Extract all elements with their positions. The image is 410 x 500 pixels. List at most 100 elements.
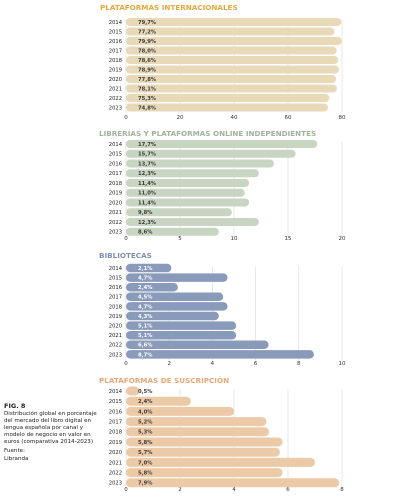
category-label: 2015: [109, 276, 122, 282]
category-label: 2023: [109, 230, 122, 236]
category-label: 2016: [109, 409, 122, 415]
category-label: 2020: [109, 200, 122, 206]
bar: [126, 447, 280, 457]
category-label: 2022: [109, 343, 122, 349]
data-label: 5,3%: [138, 430, 153, 436]
bar: [126, 350, 314, 359]
chart-title: PLATAFORMAS INTERNACIONALES: [100, 3, 238, 12]
category-label: 2016: [109, 161, 122, 167]
x-tick-label: 80: [339, 115, 346, 121]
bar: [126, 396, 191, 406]
category-label: 2016: [109, 285, 122, 291]
bar: [126, 84, 337, 93]
category-label: 2017: [109, 48, 122, 54]
category-label: 2023: [109, 105, 122, 111]
chart-title: BIBLIOTECAS: [99, 251, 152, 260]
bar: [126, 198, 250, 207]
source-label: Fuente:: [4, 448, 25, 455]
bar: [126, 321, 237, 330]
x-tick-label: 2: [167, 361, 171, 367]
bar: [126, 330, 237, 340]
category-label: 2015: [109, 29, 122, 35]
x-tick-label: 5: [178, 236, 182, 242]
bar: [126, 386, 140, 396]
category-label: 2019: [109, 314, 122, 320]
category-label: 2018: [109, 430, 122, 436]
bar: [126, 75, 337, 83]
data-label: 78,6%: [138, 58, 157, 64]
bar: [126, 56, 339, 64]
x-tick-label: 2: [178, 487, 182, 493]
category-label: 2014: [109, 266, 123, 272]
bar: [126, 457, 315, 467]
bar: [126, 340, 269, 350]
figure-description: Distribución global en porcentaje del me…: [4, 411, 97, 446]
data-label: 15,7%: [138, 152, 157, 158]
category-label: 2021: [109, 460, 122, 466]
bar: [126, 273, 228, 282]
data-label: 4,3%: [138, 314, 153, 320]
bar: [126, 46, 337, 55]
x-tick-label: 0: [124, 361, 128, 367]
x-tick-label: 0: [124, 487, 128, 493]
data-label: 11,0%: [138, 191, 157, 197]
data-label: 12,3%: [138, 171, 157, 177]
data-label: 7,0%: [138, 460, 153, 466]
data-label: 2,4%: [138, 399, 153, 405]
data-label: 77,8%: [138, 77, 157, 83]
data-label: 74,8%: [138, 105, 157, 111]
figure-label: FIG. 8: [4, 402, 26, 410]
bar: [126, 263, 172, 273]
data-label: 78,9%: [138, 67, 157, 73]
data-label: 9,8%: [138, 210, 153, 216]
category-label: 2021: [109, 86, 122, 92]
bar: [126, 292, 224, 302]
x-tick-label: 15: [285, 236, 292, 242]
category-label: 2021: [109, 210, 122, 216]
x-tick-label: 0: [124, 115, 128, 121]
data-label: 5,7%: [138, 450, 153, 456]
data-label: 8,6%: [138, 230, 153, 236]
bar: [126, 468, 283, 478]
data-label: 78,1%: [138, 86, 157, 92]
category-label: 2018: [109, 304, 122, 310]
bar: [126, 159, 274, 168]
category-label: 2014: [109, 389, 123, 395]
category-label: 2020: [109, 324, 122, 330]
x-tick-label: 10: [339, 361, 346, 367]
bar: [126, 427, 270, 437]
data-label: 6,6%: [138, 343, 153, 349]
bar: [126, 227, 219, 236]
category-label: 2017: [109, 420, 122, 426]
data-label: 11,4%: [138, 200, 157, 206]
category-label: 2020: [109, 450, 122, 456]
bar: [126, 188, 245, 197]
data-label: 7,9%: [138, 481, 153, 487]
category-label: 2020: [109, 77, 122, 83]
x-tick-label: 20: [339, 236, 346, 242]
data-label: 5,8%: [138, 471, 153, 477]
bar: [126, 94, 330, 102]
data-label: 13,7%: [138, 161, 157, 167]
data-label: 2,4%: [138, 285, 153, 291]
category-label: 2022: [109, 220, 122, 226]
category-label: 2014: [109, 20, 123, 26]
data-label: 2,1%: [138, 266, 153, 272]
bar: [126, 27, 335, 36]
category-label: 2022: [109, 471, 122, 477]
data-label: 77,2%: [138, 29, 157, 35]
x-tick-label: 60: [285, 115, 292, 121]
data-label: 11,4%: [138, 181, 157, 187]
data-label: 5,2%: [138, 420, 153, 426]
data-label: 4,7%: [138, 304, 153, 310]
category-label: 2023: [109, 352, 122, 358]
x-tick-label: 8: [297, 361, 301, 367]
x-tick-label: 6: [286, 487, 290, 493]
bar: [126, 437, 283, 447]
bar: [126, 103, 328, 112]
category-label: 2015: [109, 399, 122, 405]
data-label: 5,1%: [138, 333, 153, 339]
x-tick-label: 10: [231, 236, 238, 242]
data-label: 0,5%: [138, 389, 153, 395]
category-label: 2019: [109, 67, 122, 73]
